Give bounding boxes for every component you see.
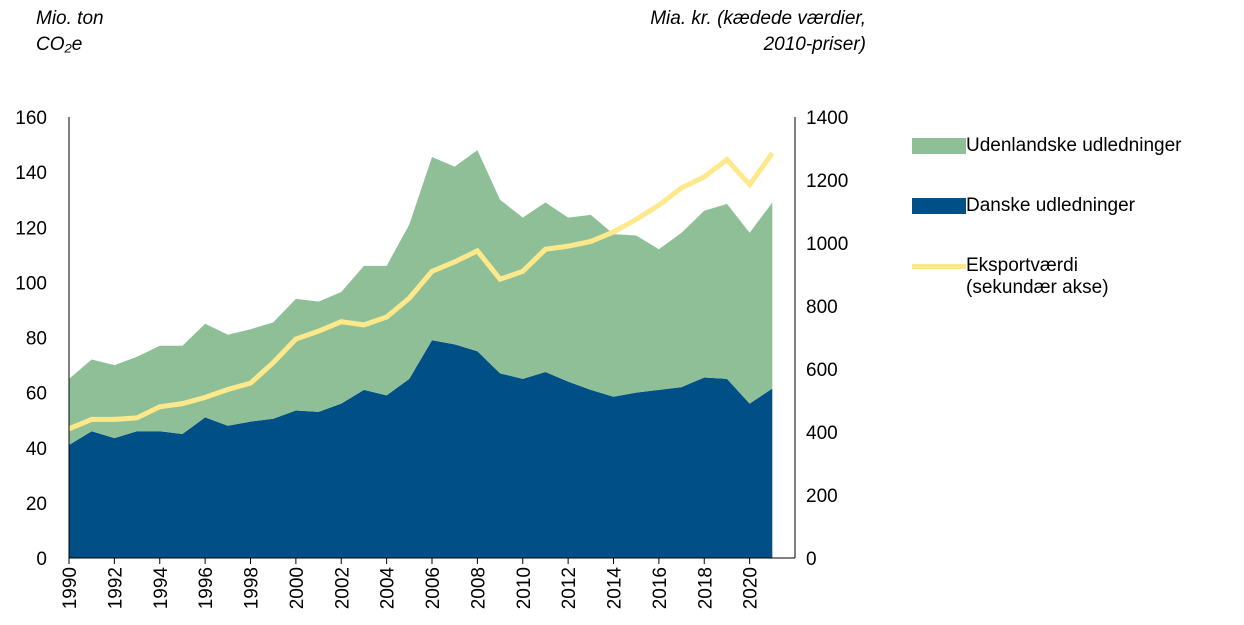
y-tick-label: 40 <box>26 439 47 460</box>
y2-axis-label: 2010-priser) <box>763 34 866 55</box>
x-tick-label: 2004 <box>378 567 399 610</box>
y-axis-label: CO₂e <box>36 34 82 55</box>
y-axis-label: Mio. ton <box>36 8 104 29</box>
x-tick-label: 2018 <box>695 567 716 609</box>
x-tick-label: 1994 <box>151 567 172 610</box>
legend-swatch <box>912 138 966 154</box>
y2-tick-label: 1400 <box>806 108 848 129</box>
x-tick-label: 2014 <box>605 567 626 610</box>
x-tick-label: 2016 <box>650 567 671 609</box>
legend-label: Udenlandske udledninger <box>966 135 1182 156</box>
legend-swatch <box>912 264 966 269</box>
legend-item: Danske udledninger <box>912 195 1244 217</box>
y2-tick-label: 800 <box>806 297 838 318</box>
y2-tick-label: 1200 <box>806 171 848 192</box>
y-tick-label: 140 <box>15 163 47 184</box>
x-tick-label: 2000 <box>287 567 308 609</box>
y2-axis-label: Mia. kr. (kædede værdier, <box>650 8 866 29</box>
y2-tick-label: 0 <box>806 549 817 570</box>
legend-label: Eksportværdi (sekundær akse) <box>966 255 1109 298</box>
y2-tick-label: 600 <box>806 360 838 381</box>
y2-tick-label: 200 <box>806 486 838 507</box>
x-tick-label: 1992 <box>105 567 126 609</box>
x-tick-label: 2006 <box>423 567 444 609</box>
line <box>68 151 775 432</box>
y-tick-label: 20 <box>26 494 47 515</box>
legend-label: Danske udledninger <box>966 195 1136 216</box>
legend: Udenlandske udledninger Danske udledninge… <box>912 135 1244 337</box>
legend-swatch <box>912 198 966 214</box>
x-tick-label: 2020 <box>741 567 762 609</box>
y-tick-label: 100 <box>15 273 47 294</box>
area <box>69 150 773 445</box>
y-tick-label: 80 <box>26 329 47 350</box>
legend-item: Udenlandske udledninger <box>912 135 1244 157</box>
x-tick-label: 1990 <box>60 567 81 609</box>
y2-tick-label: 400 <box>806 423 838 444</box>
x-tick-label: 2008 <box>468 567 489 609</box>
y-tick-label: 60 <box>26 384 47 405</box>
legend-item: Eksportværdi (sekundær akse) <box>912 255 1244 299</box>
y-tick-label: 160 <box>15 108 47 129</box>
y-tick-label: 0 <box>36 549 47 570</box>
x-tick-label: 2012 <box>559 567 580 609</box>
x-tick-label: 1998 <box>242 567 263 609</box>
y-tick-label: 120 <box>15 218 47 239</box>
x-tick-label: 1996 <box>196 567 217 609</box>
x-tick-label: 2010 <box>514 567 535 609</box>
y2-tick-label: 1000 <box>806 234 848 255</box>
area <box>69 340 773 558</box>
x-tick-label: 2002 <box>332 567 353 609</box>
